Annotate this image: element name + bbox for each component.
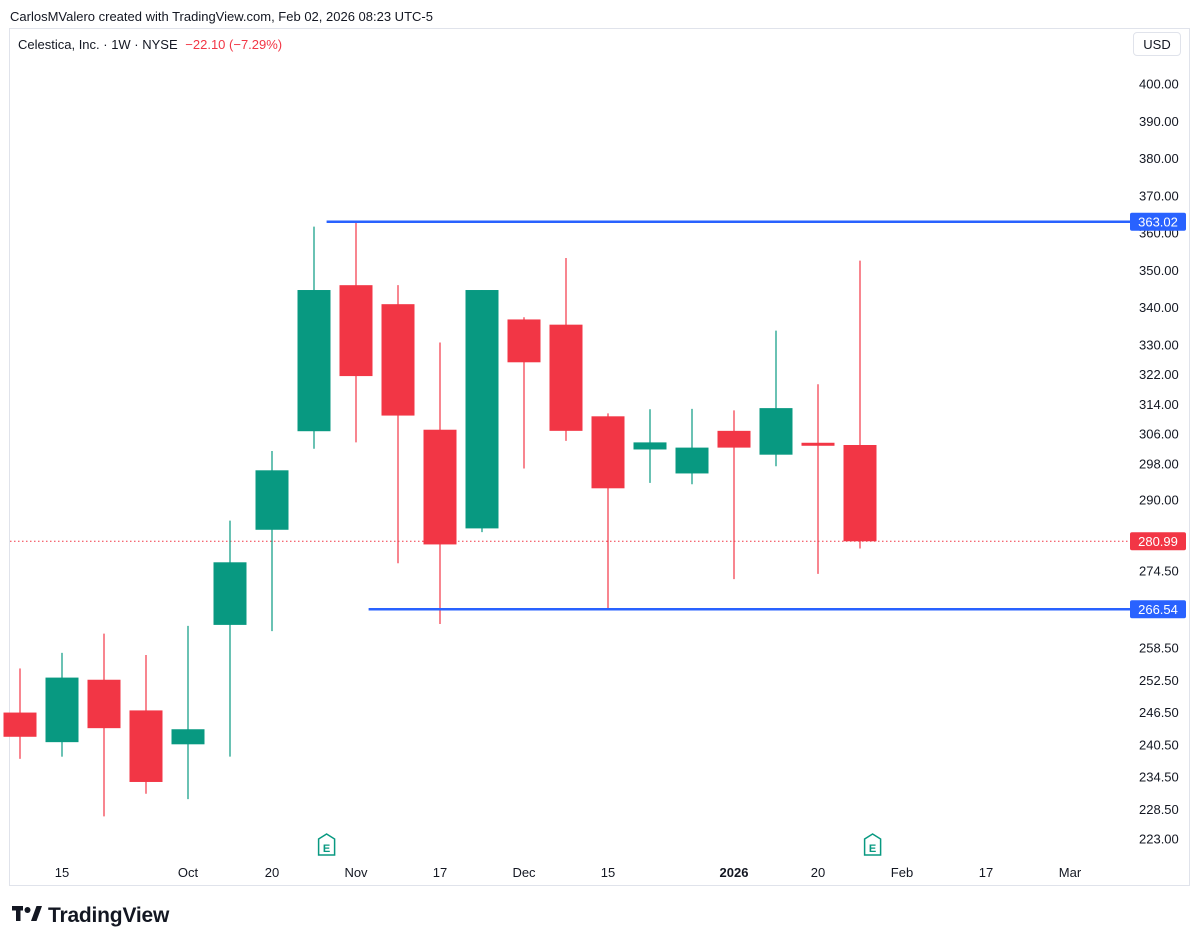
- x-tick-label: 2026: [720, 865, 749, 880]
- y-tick-label: 240.50: [1139, 737, 1179, 752]
- last-price-label: 280.99: [1138, 534, 1178, 549]
- candle-body: [591, 416, 625, 489]
- y-tick-label: 322.00: [1139, 367, 1179, 382]
- candle-body: [381, 304, 415, 416]
- x-tick-label: Mar: [1059, 865, 1082, 880]
- candle-body: [339, 285, 373, 377]
- earnings-marker-icon: [317, 833, 336, 856]
- x-tick-label: Oct: [178, 865, 199, 880]
- level-price-label: 266.54: [1138, 602, 1178, 617]
- candle-body: [87, 679, 121, 729]
- y-tick-label: 380.00: [1139, 151, 1179, 166]
- candle-body: [507, 319, 541, 363]
- y-tick-label: 234.50: [1139, 770, 1179, 785]
- x-tick-label: 17: [979, 865, 993, 880]
- x-tick-label: 17: [433, 865, 447, 880]
- candle-body: [759, 408, 793, 455]
- last-price-tag: [1130, 532, 1186, 551]
- y-tick-label: 314.00: [1139, 397, 1179, 412]
- tradingview-brand[interactable]: TradingView: [12, 904, 169, 928]
- y-tick-label: 290.00: [1139, 493, 1179, 508]
- y-tick-label: 246.50: [1139, 705, 1179, 720]
- candle-body: [633, 442, 667, 450]
- candle-body: [549, 324, 583, 431]
- earnings-marker-label: E: [869, 843, 876, 855]
- candle-body: [423, 429, 457, 545]
- y-tick-label: 370.00: [1139, 188, 1179, 203]
- symbol-title: Celestica, Inc. · 1W · NYSE: [18, 37, 178, 52]
- currency-button[interactable]: USD: [1133, 32, 1181, 56]
- brand-name: TradingView: [48, 904, 170, 927]
- candle-body: [843, 445, 877, 542]
- candle-body: [3, 712, 37, 737]
- y-tick-label: 274.50: [1139, 564, 1179, 579]
- tradingview-logo-icon: [12, 905, 42, 927]
- x-tick-label: Dec: [512, 865, 536, 880]
- level-price-label: 363.02: [1138, 214, 1178, 229]
- candle-body: [255, 470, 289, 530]
- x-tick-label: Feb: [891, 865, 913, 880]
- candle-body: [297, 290, 331, 432]
- y-tick-label: 350.00: [1139, 263, 1179, 278]
- candle-body: [45, 677, 79, 743]
- candlestick-chart[interactable]: 400.00390.00380.00370.00360.00350.00340.…: [0, 0, 1200, 890]
- symbol-legend[interactable]: Celestica, Inc. · 1W · NYSE −22.10 (−7.2…: [18, 37, 282, 52]
- candle-body: [801, 442, 835, 446]
- candle-body: [213, 562, 247, 625]
- y-tick-label: 258.50: [1139, 641, 1179, 656]
- y-tick-label: 228.50: [1139, 802, 1179, 817]
- x-tick-label: Nov: [344, 865, 368, 880]
- y-tick-label: 223.00: [1139, 832, 1179, 847]
- candle-body: [129, 710, 163, 782]
- chart-attribution: CarlosMValero created with TradingView.c…: [10, 9, 433, 24]
- currency-label: USD: [1143, 36, 1171, 52]
- candle-body: [717, 430, 751, 448]
- y-tick-label: 306.00: [1139, 427, 1179, 442]
- earnings-marker-label: E: [323, 843, 330, 855]
- y-tick-label: 330.00: [1139, 337, 1179, 352]
- candle-body: [465, 290, 499, 529]
- level-price-tag: [1130, 600, 1186, 619]
- y-tick-label: 298.00: [1139, 457, 1179, 472]
- y-tick-label: 340.00: [1139, 300, 1179, 315]
- level-price-tag: [1130, 212, 1186, 231]
- price-change: −22.10 (−7.29%): [185, 37, 283, 52]
- x-tick-label: 15: [55, 865, 69, 880]
- y-tick-label: 390.00: [1139, 114, 1179, 129]
- candle-body: [171, 729, 205, 745]
- chart-frame: [9, 28, 1190, 886]
- x-tick-label: 20: [265, 865, 279, 880]
- y-tick-label: 400.00: [1139, 77, 1179, 92]
- y-tick-label: 252.50: [1139, 673, 1179, 688]
- x-tick-label: 15: [601, 865, 615, 880]
- candle-body: [675, 447, 709, 474]
- earnings-marker-icon: [863, 833, 882, 856]
- x-tick-label: 20: [811, 865, 825, 880]
